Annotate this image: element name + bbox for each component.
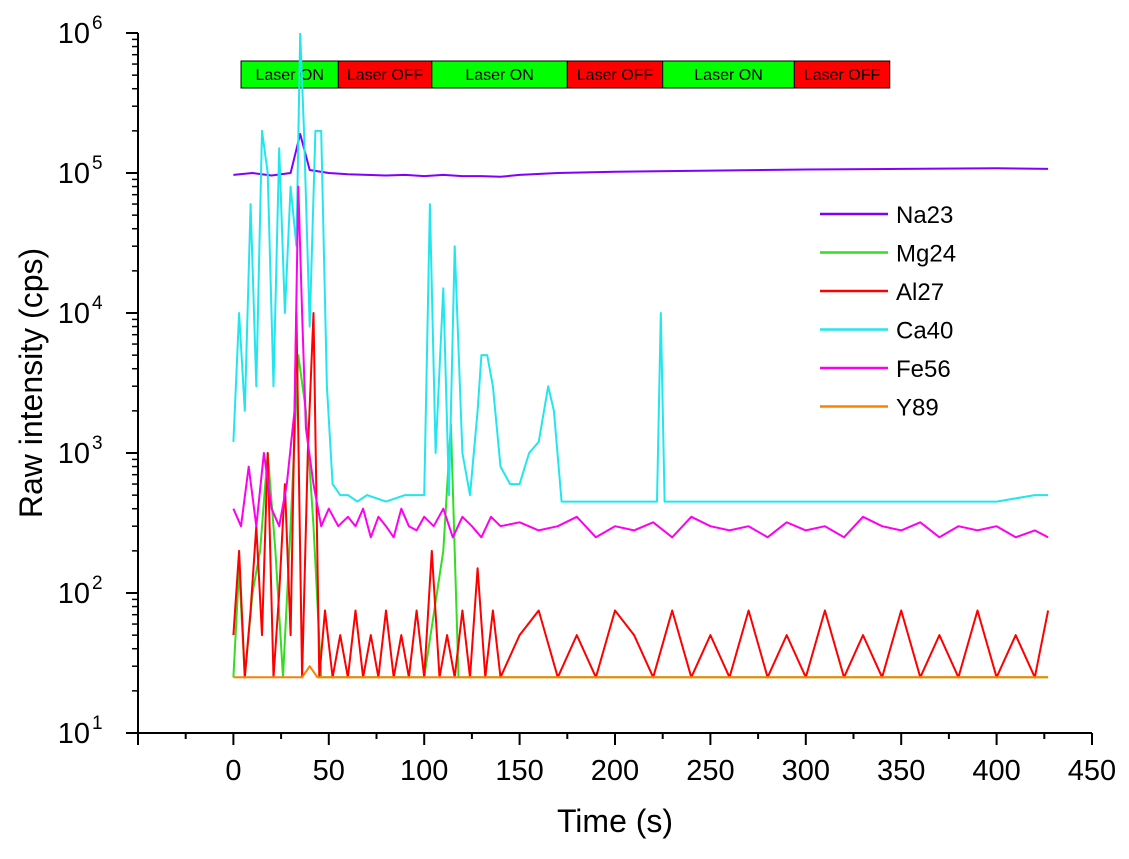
legend-label: Na23 [896, 202, 953, 229]
y-tick-exponent: 2 [92, 573, 103, 594]
y-tick-label: 10 [58, 438, 90, 470]
x-tick-label: 200 [591, 755, 639, 787]
y-tick-label: 10 [58, 298, 90, 330]
y-tick-label: 10 [58, 718, 90, 750]
x-tick-label: 0 [225, 755, 241, 787]
x-tick-label: 450 [1068, 755, 1116, 787]
laser-phase-bar: Laser ON Laser OFF Laser ON Laser OFF Laser … [240, 60, 891, 89]
laser-phase-label: Laser OFF [577, 67, 654, 84]
series-line-fe56 [232, 185, 1049, 539]
laser-phase-segment [431, 60, 568, 89]
legend-label: Fe56 [896, 356, 951, 383]
legend-label: Mg24 [896, 241, 956, 268]
x-tick-label: 150 [495, 755, 543, 787]
x-tick-label: 350 [877, 755, 925, 787]
laser-phase-segment [337, 60, 433, 89]
legend-label: Al27 [896, 279, 944, 306]
y-tick-label: 10 [58, 18, 90, 50]
laser-phase-label: Laser ON [465, 67, 533, 84]
laser-phase-label: Laser ON [694, 67, 762, 84]
x-tick-label: 250 [686, 755, 734, 787]
legend-label: Ca40 [896, 318, 953, 345]
series-lines [232, 33, 1050, 679]
legend-label: Y89 [896, 395, 939, 422]
y-tick-exponent: 1 [92, 713, 103, 734]
x-tick-label: 400 [972, 755, 1020, 787]
series-line-al27 [232, 312, 1050, 679]
series-line-ca40 [232, 33, 1049, 503]
x-tick-label: 100 [400, 755, 448, 787]
y-tick-label: 10 [58, 158, 90, 190]
laser-phase-segment [793, 60, 891, 89]
laser-phase-segment [240, 60, 339, 89]
y-tick-exponent: 6 [92, 13, 103, 34]
laser-phase-segment [662, 60, 795, 89]
x-tick-label: 300 [782, 755, 830, 787]
y-tick-exponent: 4 [92, 293, 103, 314]
laser-phase-label: Laser OFF [804, 67, 881, 84]
laser-phase-label: Laser OFF [347, 67, 424, 84]
y-tick-exponent: 5 [92, 153, 103, 174]
x-tick-label: 50 [313, 755, 345, 787]
legend: Na23 Mg24 Al27 Ca40 Fe56 Y89 [820, 202, 956, 422]
y-axis-title: Raw intensity (cps) [13, 248, 49, 518]
x-axis-title: Time (s) [557, 803, 673, 839]
y-tick-label: 10 [58, 578, 90, 610]
series-line-y89 [233, 665, 1049, 679]
laser-phase-label: Laser ON [255, 67, 323, 84]
y-tick-exponent: 3 [92, 433, 103, 454]
x-ticks: 0 50 100 150 200 250 300 350 400 450 [137, 733, 1116, 787]
